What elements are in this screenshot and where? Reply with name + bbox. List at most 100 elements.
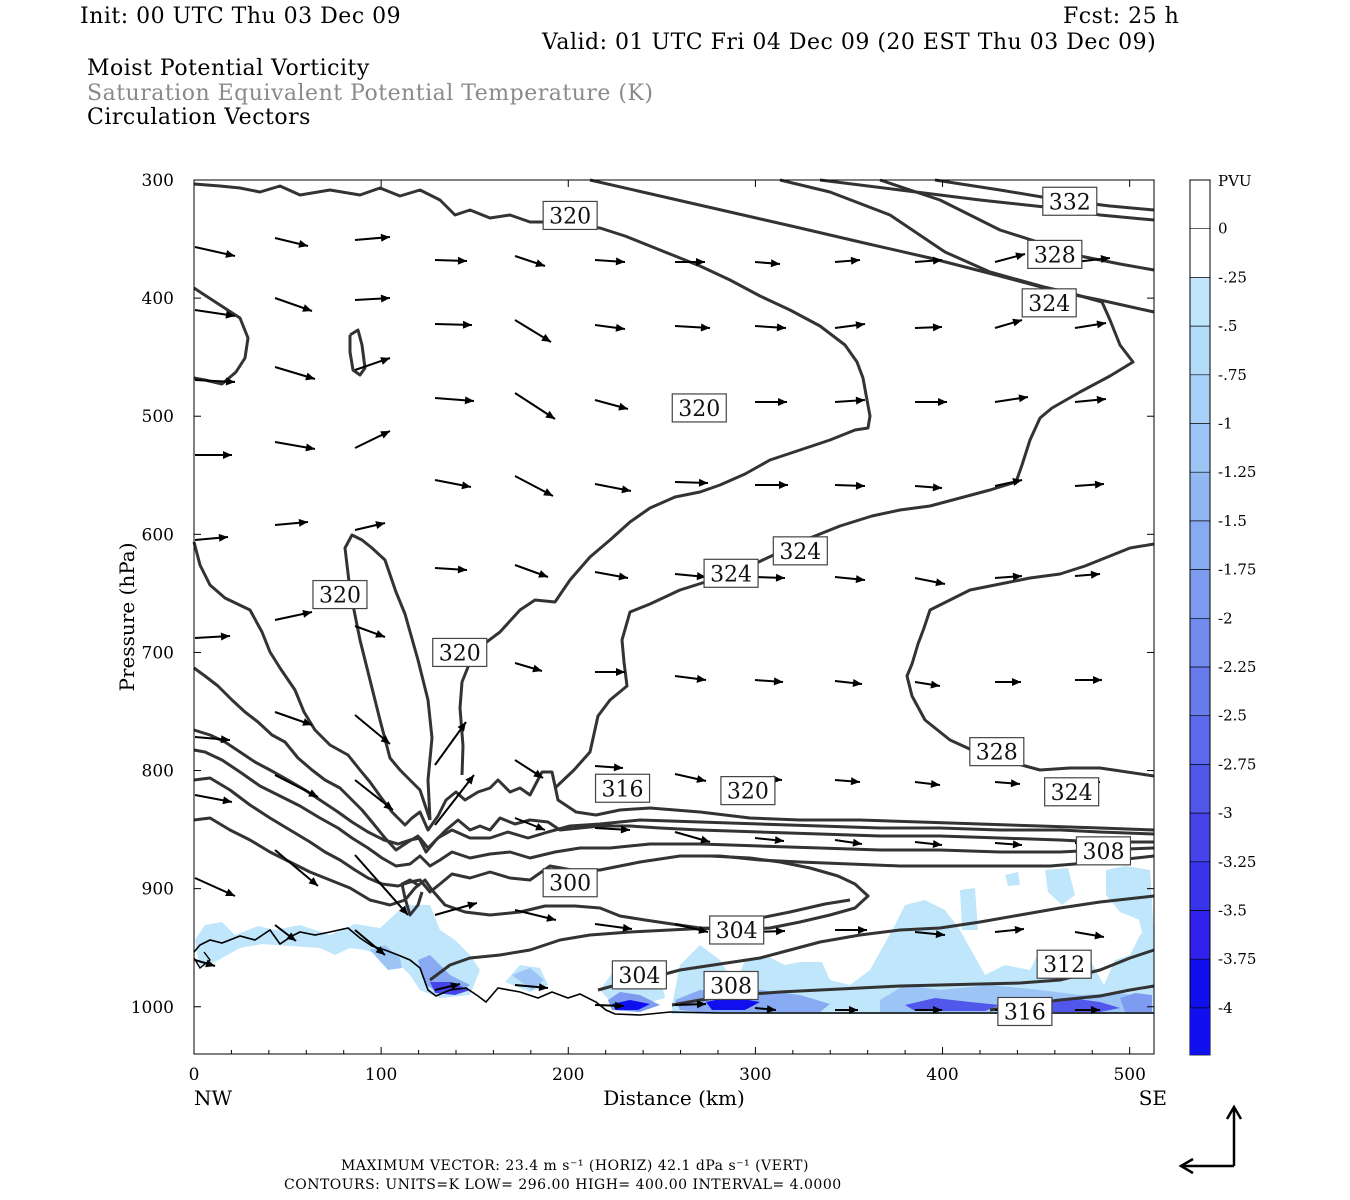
circulation-vector: [834, 321, 866, 330]
theta-es-contour: [348, 328, 367, 377]
circulation-vector: [834, 575, 866, 584]
contour-label: 304: [611, 960, 667, 990]
colorbar-label: -3.75: [1218, 950, 1256, 968]
circulation-vector: [434, 901, 478, 916]
theta-es-contour: [819, 178, 1155, 222]
circulation-vectors-layer: [194, 233, 1111, 1014]
circulation-vector: [194, 632, 231, 641]
circulation-vector: [914, 483, 943, 492]
colorbar-swatch: [1190, 667, 1210, 716]
terrain-line: [193, 927, 1154, 1016]
circulation-vector: [755, 481, 788, 489]
y-tick-label: 900: [142, 880, 174, 900]
circulation-vector: [595, 668, 625, 676]
theta-es-contour: [193, 728, 1155, 850]
theta-es-contour: [193, 182, 872, 776]
circulation-vector: [194, 959, 216, 968]
svg-text:316: 316: [1004, 1000, 1046, 1025]
circulation-vector: [754, 259, 781, 268]
circulation-vector: [674, 478, 709, 487]
circulation-vector: [194, 735, 231, 744]
circulation-vector: [354, 294, 391, 303]
x-tick-label: 0: [189, 1065, 200, 1085]
colorbar-label: -.25: [1218, 268, 1247, 286]
circulation-vector: [995, 678, 1021, 686]
circulation-vector: [674, 773, 707, 783]
pv-shaded-region: [512, 968, 544, 990]
pv-shaded-region: [706, 997, 760, 1010]
pv-shaded-region: [1045, 868, 1075, 905]
circulation-vector: [354, 521, 386, 531]
circulation-vector: [354, 357, 391, 371]
svg-text:332: 332: [1049, 190, 1091, 215]
colorbar-label: -2.5: [1218, 707, 1247, 725]
theta-es-contour: [343, 533, 434, 821]
svg-text:324: 324: [710, 562, 752, 587]
contour-label: 308: [703, 970, 759, 1001]
contour-label: 324: [703, 558, 759, 588]
colorbar-swatch: [1190, 764, 1210, 814]
circulation-vector: [594, 923, 633, 932]
circulation-vector: [274, 441, 316, 452]
svg-text:324: 324: [1051, 781, 1093, 806]
x-tick-label: 100: [365, 1065, 397, 1085]
svg-text:308: 308: [710, 974, 752, 999]
circulation-vector: [594, 825, 631, 834]
y-tick-label: 1000: [131, 998, 174, 1018]
contour-label: 320: [671, 393, 727, 423]
max-vector-text: MAXIMUM VECTOR: 23.4 m s⁻¹ (HORIZ) 42.1 …: [341, 1158, 809, 1174]
axes-layer: 300 400 500 600 700 800 900 1000 0 100 200 300 400 50…: [115, 171, 1167, 1110]
contour-label: 324: [772, 536, 828, 566]
circulation-vector: [274, 237, 309, 248]
circulation-vector: [754, 677, 784, 686]
field-title-theta-es: Saturation Equivalent Potential Temperat…: [87, 81, 654, 106]
y-axis-label: Pressure (hPa): [115, 543, 139, 692]
pv-shading-layer: [195, 866, 1154, 1014]
x-tick-label: 400: [926, 1065, 958, 1085]
circulation-vector: [354, 625, 386, 638]
colorbar-swatch: [1190, 813, 1210, 862]
circulation-vector: [194, 877, 236, 897]
colorbar-swatch: [1190, 228, 1210, 278]
x-tick-label: 500: [1113, 1065, 1145, 1085]
circulation-vector: [194, 794, 233, 805]
circulation-vector: [834, 396, 866, 405]
circulation-vector: [514, 817, 546, 831]
circulation-vector: [1074, 931, 1105, 940]
contour-label: 304: [709, 915, 765, 945]
circulation-vector: [914, 680, 941, 689]
svg-text:328: 328: [1034, 243, 1076, 268]
circulation-vector: [514, 983, 549, 992]
contour-label: 320: [542, 200, 598, 231]
svg-text:300: 300: [549, 872, 591, 897]
circulation-vector: [1075, 676, 1102, 684]
valid-time: Valid: 01 UTC Fri 04 Dec 09 (20 EST Thu …: [542, 30, 1157, 55]
svg-text:320: 320: [678, 397, 720, 422]
colorbar-label: -2.75: [1218, 755, 1256, 773]
circulation-vector: [354, 430, 391, 449]
circulation-vector: [594, 483, 632, 494]
circulation-vector: [754, 323, 787, 332]
circulation-vector: [514, 909, 557, 922]
circulation-vector: [194, 533, 229, 542]
colorbar-swatch: [1190, 520, 1210, 570]
colorbar-swatch: [1190, 861, 1210, 911]
theta-es-contour: [193, 286, 250, 386]
pv-shaded-region: [1135, 900, 1154, 940]
circulation-vector: [514, 564, 549, 578]
colorbar-label: -.5: [1218, 317, 1237, 335]
colorbar-label: -3.5: [1218, 902, 1247, 920]
contour-label: 320: [432, 637, 488, 668]
contour-label: 308: [1075, 836, 1132, 866]
contours-info-text: CONTOURS: UNITS=K LOW= 296.00 HIGH= 400.…: [284, 1177, 842, 1193]
field-title-vectors: Circulation Vectors: [87, 105, 311, 130]
svg-text:308: 308: [1082, 840, 1124, 865]
circulation-vector: [1074, 570, 1101, 579]
pv-shaded-region: [612, 1000, 650, 1010]
svg-text:324: 324: [779, 540, 821, 565]
circulation-vector: [915, 1006, 942, 1014]
pv-shaded-region: [195, 905, 480, 998]
colorbar-label: -1: [1218, 415, 1233, 433]
y-tick-label: 300: [142, 171, 174, 191]
colorbar-swatch: [1190, 180, 1210, 229]
